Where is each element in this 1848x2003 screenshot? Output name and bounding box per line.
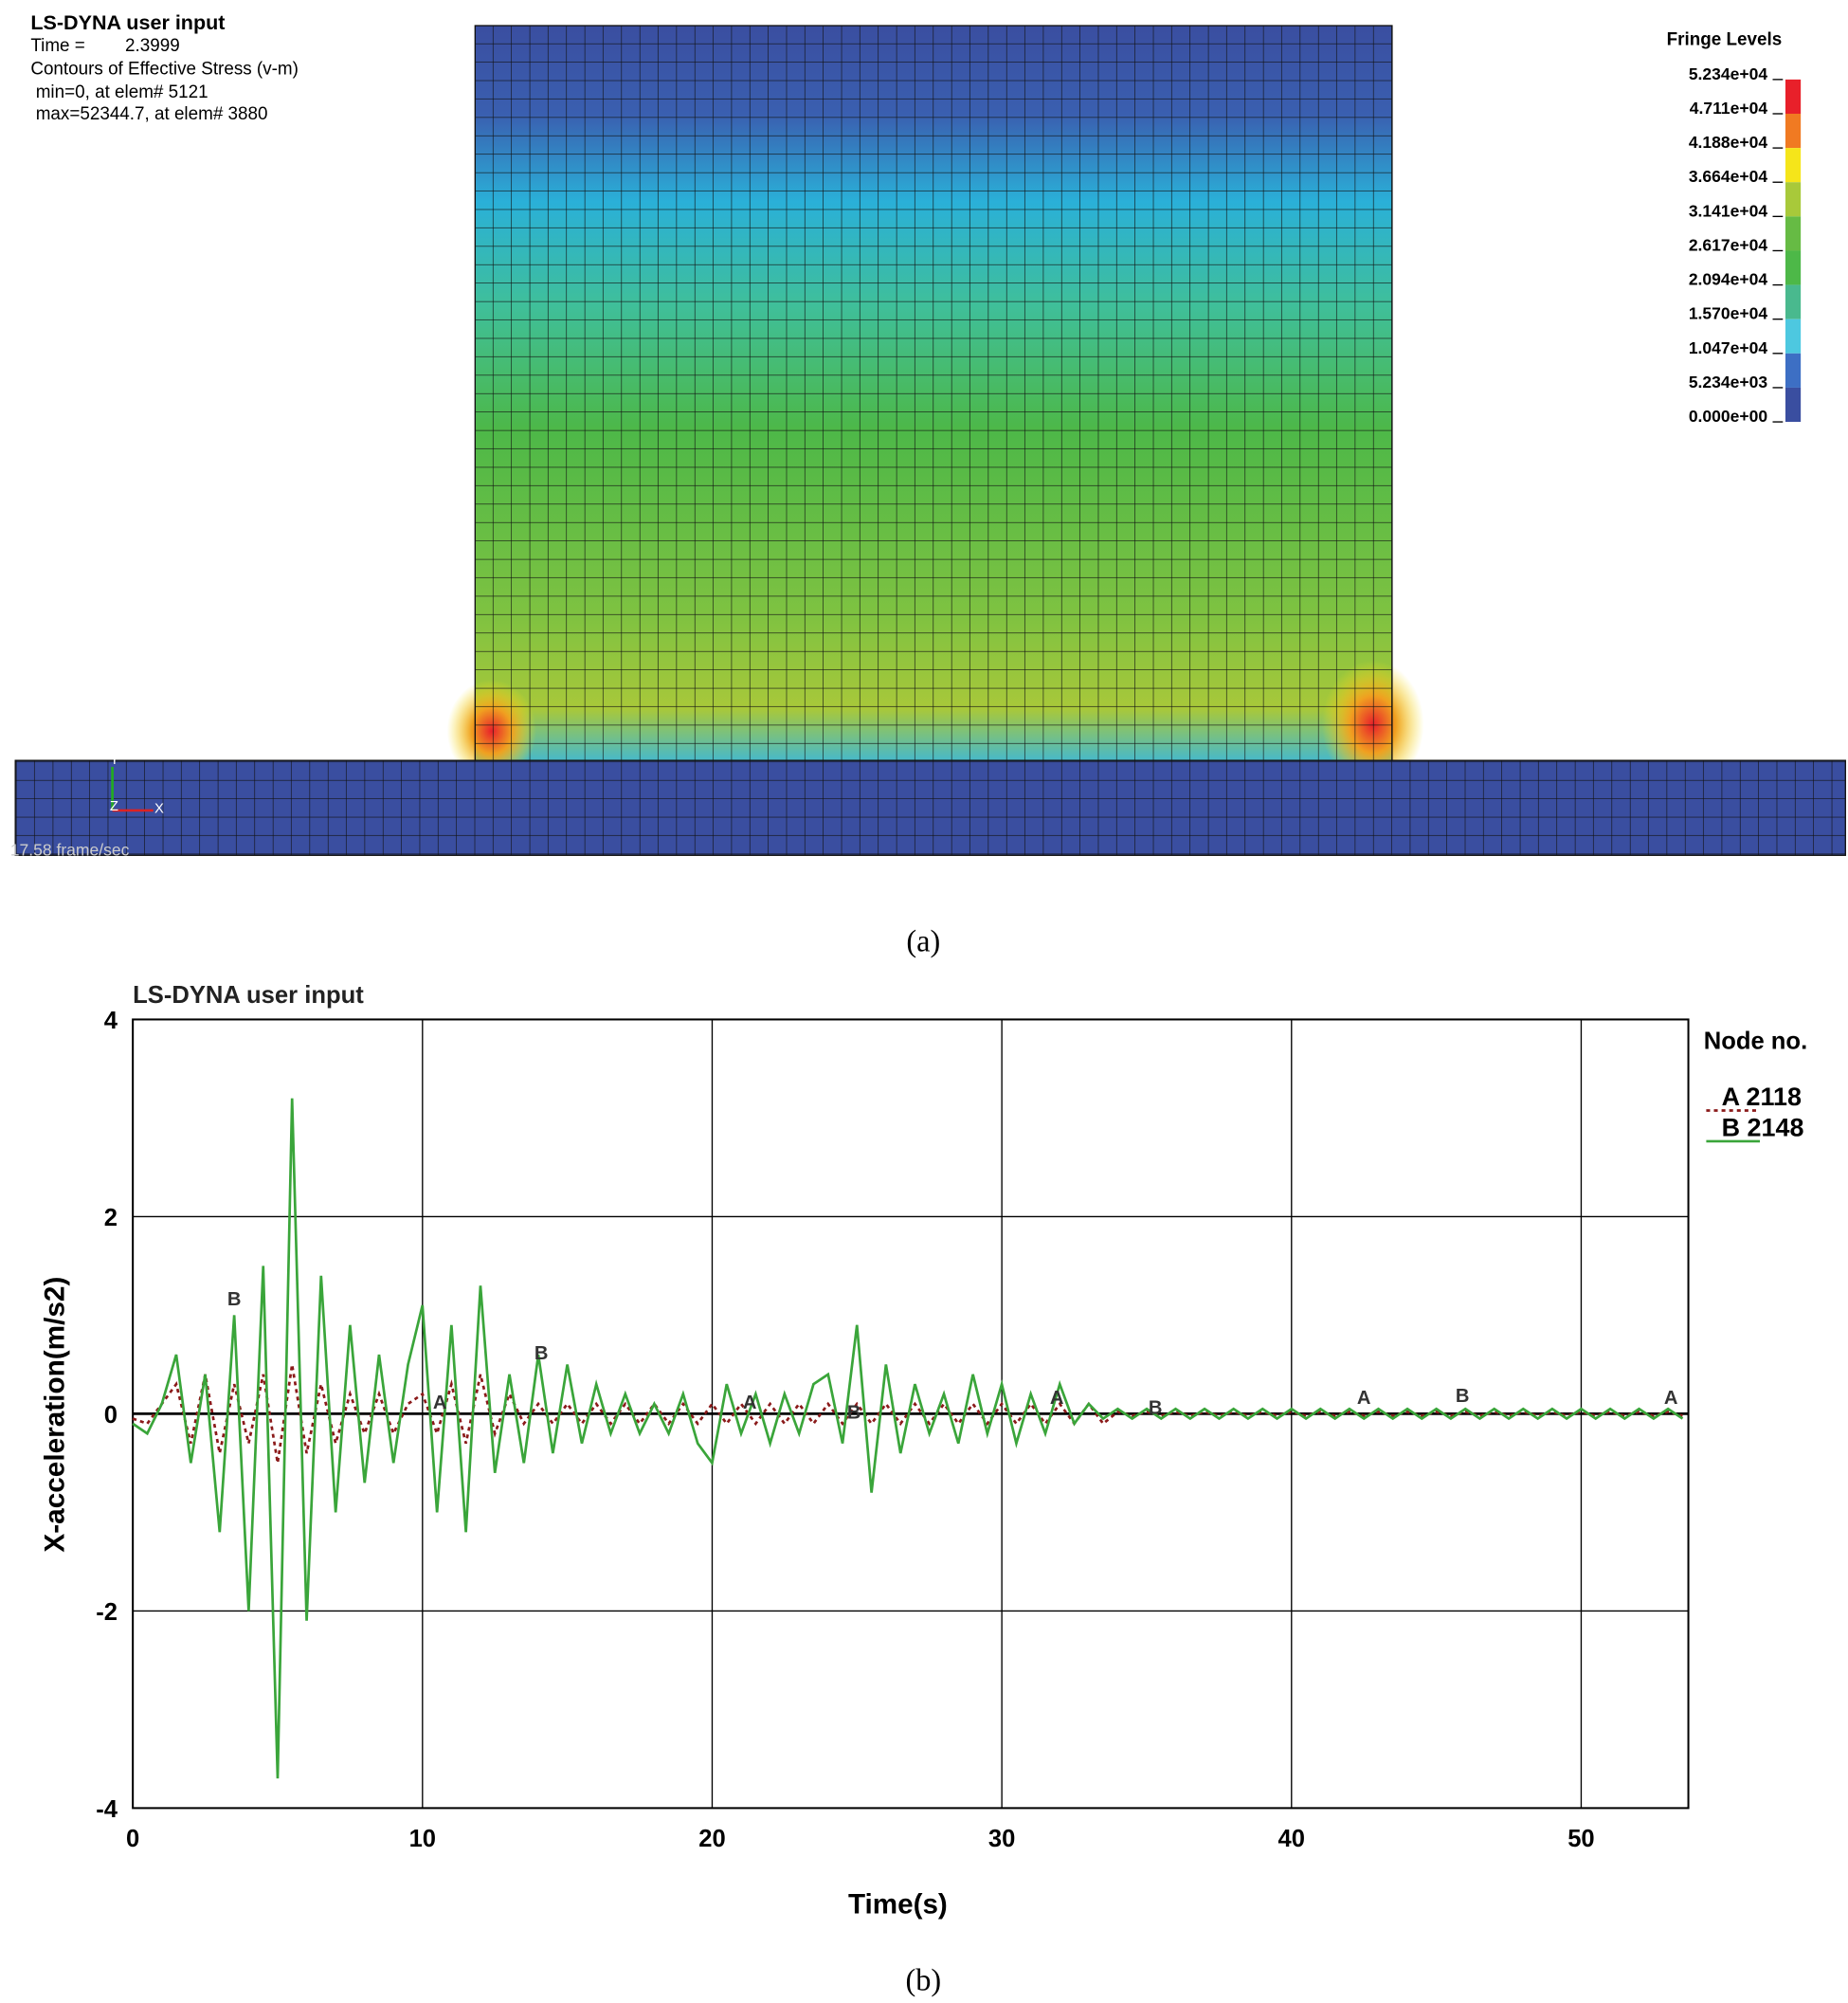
fringe-legend: 5.234e+04 4.711e+04 4.188e+04 3.664e+04 3.14… xyxy=(1689,64,1802,426)
fringe-band xyxy=(1785,79,1802,114)
fringe-label: 4.188e+04 xyxy=(1689,133,1768,152)
legend-title: Fringe Levels xyxy=(1667,29,1783,49)
point-label: B xyxy=(1149,1397,1163,1418)
time-value: 2.3999 xyxy=(125,36,180,56)
fringe-label: 4.711e+04 xyxy=(1690,99,1768,118)
axis-z: Z xyxy=(110,799,118,814)
fringe-band xyxy=(1785,182,1802,217)
mesh xyxy=(474,25,1393,761)
fringe-label: 1.047e+04 xyxy=(1689,338,1768,357)
point-label: A xyxy=(1357,1388,1371,1409)
fringe-label: 0.000e+00 xyxy=(1689,407,1768,426)
line-chart: LS-DYNA user input Time(s) X-acceleratio… xyxy=(39,982,1807,1921)
series-line xyxy=(132,1364,1683,1464)
y-tick-label: 2 xyxy=(104,1205,118,1231)
y-tick-label: 4 xyxy=(104,1008,118,1034)
caption-b: (b) xyxy=(905,1963,941,1997)
fringe-band xyxy=(1785,387,1802,423)
point-label: B xyxy=(847,1403,861,1424)
fringe-label: 2.617e+04 xyxy=(1689,235,1768,254)
time-label: Time = xyxy=(30,36,84,56)
y-axis-label: X-acceleration(m/s2) xyxy=(39,1277,70,1553)
x-tick-label: 30 xyxy=(988,1826,1015,1852)
base-mesh xyxy=(14,759,1846,856)
point-label: A xyxy=(433,1393,447,1413)
legend-label: A 2118 xyxy=(1722,1083,1802,1111)
triad: Y Z X xyxy=(110,753,164,816)
axis-y: Y xyxy=(110,753,119,768)
point-label: B xyxy=(534,1343,549,1364)
fringe-label: 2.094e+04 xyxy=(1689,270,1768,289)
caption-a: (a) xyxy=(906,925,940,959)
y-tick-label: -2 xyxy=(96,1599,118,1626)
max-label: max=52344.7, at elem# 3880 xyxy=(36,104,268,124)
point-label: A xyxy=(743,1393,757,1413)
fringe-band xyxy=(1785,113,1802,149)
fringe-band xyxy=(1785,319,1802,354)
fringe-label: 3.664e+04 xyxy=(1689,167,1768,186)
x-tick-label: 10 xyxy=(409,1826,436,1852)
fringe-label: 3.141e+04 xyxy=(1689,201,1768,220)
fringe-band xyxy=(1785,353,1802,388)
x-axis-label: Time(s) xyxy=(848,1888,948,1920)
chart-title: LS-DYNA user input xyxy=(133,982,364,1009)
fringe-band xyxy=(1785,148,1802,183)
header: LS-DYNA user input Time = 2.3999 Contour… xyxy=(30,10,299,124)
x-tick-label: 20 xyxy=(698,1826,725,1852)
contour-label: Contours of Effective Stress (v-m) xyxy=(30,59,299,79)
min-label: min=0, at elem# 5121 xyxy=(36,82,208,102)
axis-x: X xyxy=(154,802,164,817)
fringe-label: 5.234e+03 xyxy=(1689,373,1768,391)
fps: 17.58 frame/sec xyxy=(10,840,130,859)
x-tick-label: 0 xyxy=(126,1826,139,1852)
fringe-band xyxy=(1785,216,1802,251)
point-label: B xyxy=(227,1289,242,1310)
legend-title: Node no. xyxy=(1704,1029,1807,1055)
series-line xyxy=(132,1098,1684,1779)
fringe-band xyxy=(1785,250,1802,285)
title: LS-DYNA user input xyxy=(30,10,225,34)
y-tick-label: -4 xyxy=(96,1796,118,1823)
point-label: B xyxy=(1456,1386,1470,1407)
fringe-band xyxy=(1785,284,1802,319)
point-label: A xyxy=(1664,1388,1678,1409)
point-label: A xyxy=(1050,1388,1064,1409)
x-tick-label: 40 xyxy=(1278,1826,1305,1852)
legend-label: B 2148 xyxy=(1722,1113,1804,1141)
x-tick-label: 50 xyxy=(1567,1826,1594,1852)
fringe-label: 1.570e+04 xyxy=(1689,304,1768,323)
y-tick-label: 0 xyxy=(104,1402,118,1429)
fringe-label: 5.234e+04 xyxy=(1689,64,1768,83)
